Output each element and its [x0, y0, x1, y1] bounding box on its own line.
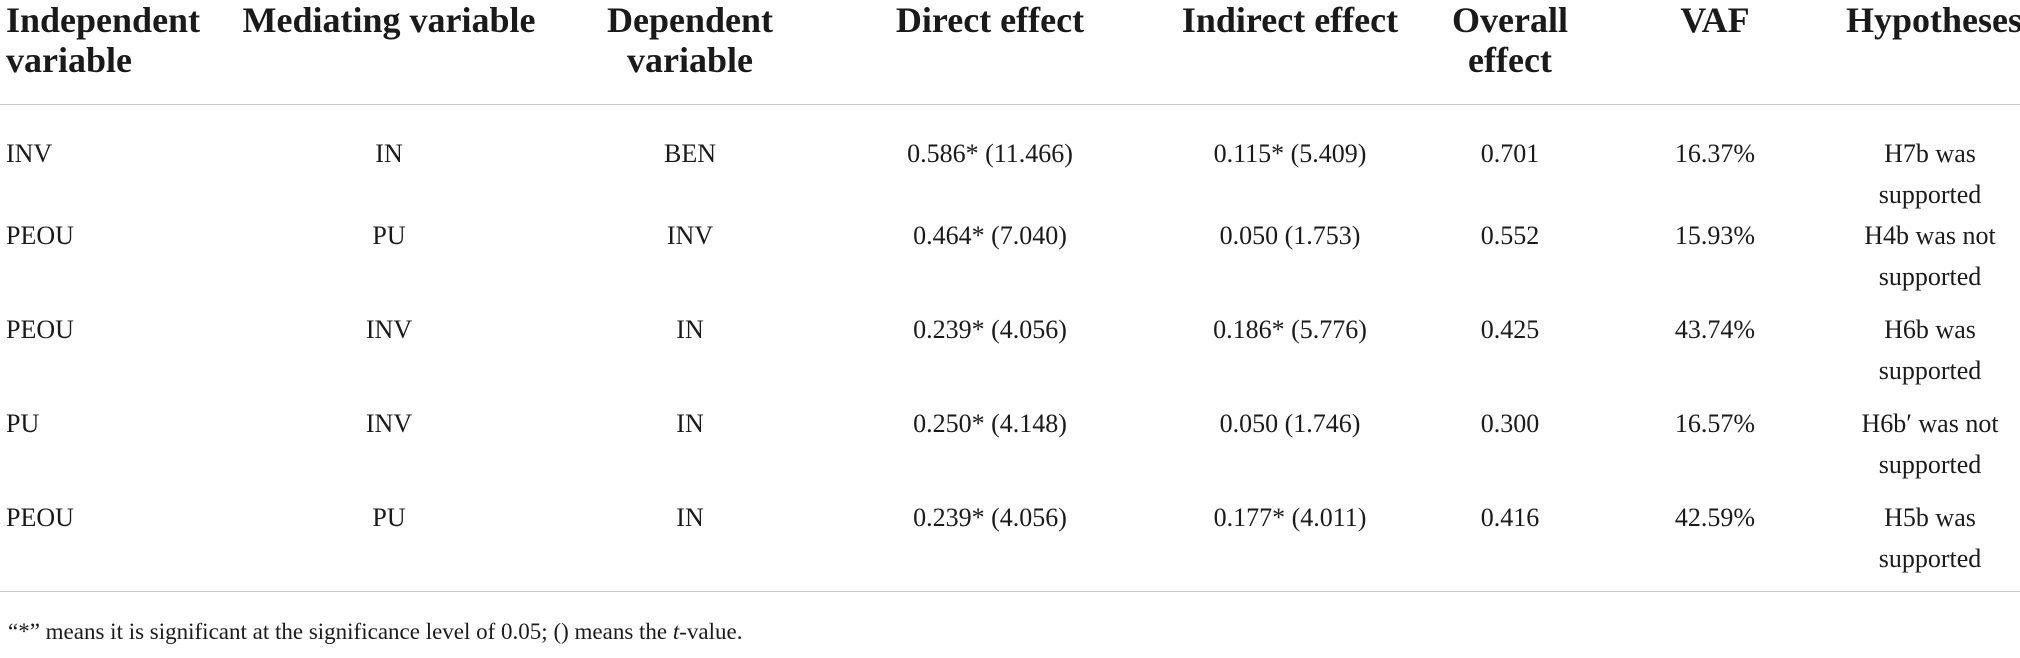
- cell-indirect-effect: 0.115* (5.409): [1213, 139, 1367, 168]
- footnote-t-symbol: t: [672, 619, 680, 644]
- cell-indirect-effect: 0.050 (1.753): [1219, 221, 1361, 250]
- footnote-text: “*” means it is significant at the signi…: [8, 619, 673, 644]
- cell-mediating: PU: [372, 221, 406, 250]
- cell-overall-effect: 0.416: [1430, 497, 1590, 592]
- cell-independent: PEOU: [0, 497, 228, 592]
- cell-overall-effect: 0.552: [1480, 221, 1540, 250]
- cell-dependent: BEN: [664, 139, 716, 168]
- header-dependent-variable: Dependent variable: [550, 0, 830, 105]
- cell-dependent: IN: [550, 497, 830, 592]
- cell-dependent: IN: [676, 409, 704, 438]
- table-row: INV IN BEN 0.586* (11.466) 0.115* (5.409…: [0, 105, 2020, 216]
- cell-hypotheses: H6b was supported: [1878, 315, 1982, 385]
- table-row: PEOU PU IN 0.239* (4.056) 0.177* (4.011)…: [0, 497, 2020, 592]
- table-row: PU INV IN 0.250* (4.148) 0.050 (1.746) 0…: [0, 403, 2020, 497]
- table-row: PEOU INV IN 0.239* (4.056) 0.186* (5.776…: [0, 309, 2020, 403]
- header-overall-effect: Overall effect: [1430, 0, 1590, 105]
- cell-independent: PEOU: [6, 221, 74, 250]
- cell-overall-effect: 0.425: [1480, 315, 1540, 344]
- mediation-effects-table: Independent variable Mediating variable …: [0, 0, 2020, 592]
- cell-vaf: 15.93%: [1674, 221, 1756, 250]
- footnote-suffix: -value.: [679, 619, 743, 644]
- cell-hypotheses: H4b was not supported: [1864, 221, 1996, 291]
- header-independent-variable: Independent variable: [0, 0, 228, 105]
- cell-direct-effect: 0.239* (4.056): [830, 497, 1150, 592]
- cell-indirect-effect: 0.186* (5.776): [1213, 315, 1367, 344]
- cell-overall-effect: 0.300: [1480, 409, 1540, 438]
- cell-direct-effect: 0.239* (4.056): [913, 315, 1067, 344]
- cell-direct-effect: 0.464* (7.040): [913, 221, 1067, 250]
- cell-independent: PEOU: [6, 315, 74, 344]
- cell-dependent: IN: [676, 315, 704, 344]
- cell-mediating: PU: [228, 497, 550, 592]
- cell-overall-effect: 0.701: [1480, 139, 1540, 168]
- cell-dependent: INV: [666, 221, 714, 250]
- cell-indirect-effect: 0.050 (1.746): [1219, 409, 1361, 438]
- header-indirect-effect: Indirect effect: [1150, 0, 1430, 105]
- table-row: PEOU PU INV 0.464* (7.040) 0.050 (1.753)…: [0, 215, 2020, 309]
- header-direct-effect: Direct effect: [830, 0, 1150, 105]
- cell-vaf: 16.57%: [1674, 409, 1756, 438]
- cell-vaf: 16.37%: [1674, 139, 1756, 168]
- header-vaf: VAF: [1590, 0, 1840, 105]
- cell-mediating: INV: [365, 315, 413, 344]
- cell-indirect-effect: 0.177* (4.011): [1150, 497, 1430, 592]
- cell-direct-effect: 0.586* (11.466): [907, 139, 1073, 168]
- header-mediating-variable: Mediating variable: [228, 0, 550, 105]
- cell-mediating: IN: [375, 139, 403, 168]
- cell-independent: PU: [6, 409, 40, 438]
- cell-vaf: 42.59%: [1590, 497, 1840, 592]
- cell-direct-effect: 0.250* (4.148): [913, 409, 1067, 438]
- cell-vaf: 43.74%: [1674, 315, 1756, 344]
- cell-hypotheses: H6b′ was not supported: [1861, 409, 1999, 479]
- cell-independent: INV: [6, 139, 53, 168]
- cell-hypotheses: H5b was supported: [1840, 497, 2020, 592]
- table-header-row: Independent variable Mediating variable …: [0, 0, 2020, 105]
- results-table-container: Independent variable Mediating variable …: [0, 0, 2020, 592]
- cell-mediating: INV: [365, 409, 413, 438]
- cell-hypotheses: H7b was supported: [1878, 139, 1982, 209]
- table-footnote: “*” means it is significant at the signi…: [8, 617, 742, 647]
- header-hypotheses: Hypotheses: [1840, 0, 2020, 105]
